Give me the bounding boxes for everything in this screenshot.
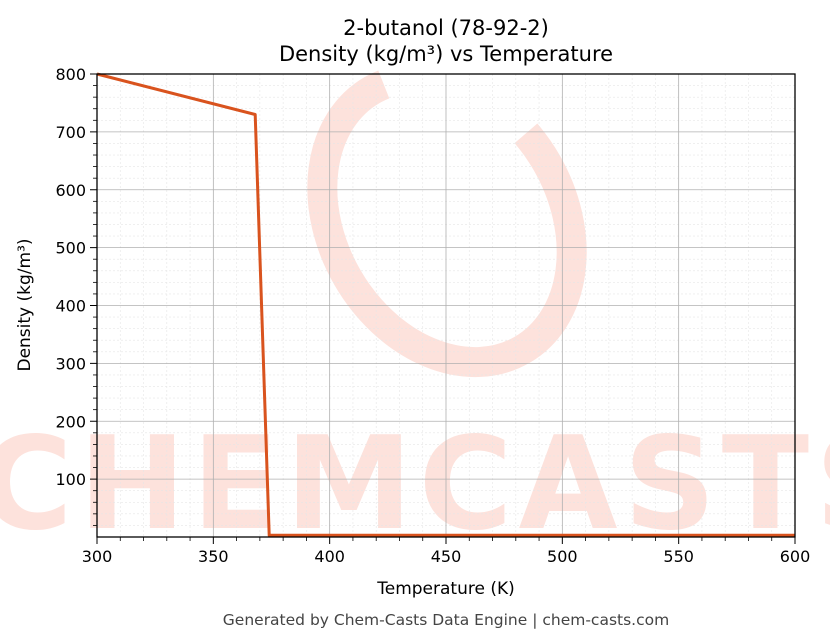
x-tick-label: 600 — [780, 547, 811, 566]
x-tick-label: 350 — [198, 547, 229, 566]
tick-marks — [90, 73, 796, 544]
y-tick-label: 300 — [55, 354, 86, 373]
y-tick-label: 100 — [55, 470, 86, 489]
chemcasts-watermark: CHEMCASTS — [0, 62, 830, 559]
series-layer — [96, 72, 795, 537]
y-tick-label: 400 — [55, 297, 86, 316]
y-tick-label: 800 — [55, 65, 86, 84]
x-tick-label: 500 — [547, 547, 578, 566]
density-series-line — [96, 72, 795, 537]
chart-title: 2-butanol (78-92-2) — [343, 16, 549, 40]
x-tick-label: 400 — [314, 547, 345, 566]
tick-labels: 300 350 400 450 500 550 600 100 200 300 400 500 600 7… — [55, 65, 810, 566]
x-tick-label: 450 — [431, 547, 462, 566]
y-tick-label: 700 — [55, 123, 86, 142]
y-tick-label: 200 — [55, 412, 86, 431]
y-tick-label: 600 — [55, 181, 86, 200]
y-axis-label: Density (kg/m³) — [15, 238, 35, 371]
chart-subtitle: Density (kg/m³) vs Temperature — [279, 42, 613, 66]
footer-credit: Generated by Chem-Casts Data Engine | ch… — [223, 611, 669, 629]
major-grid — [96, 73, 796, 537]
x-tick-label: 300 — [82, 547, 113, 566]
x-axis-label: Temperature (K) — [376, 579, 515, 599]
x-tick-label: 550 — [663, 547, 694, 566]
y-tick-label: 500 — [55, 239, 86, 258]
